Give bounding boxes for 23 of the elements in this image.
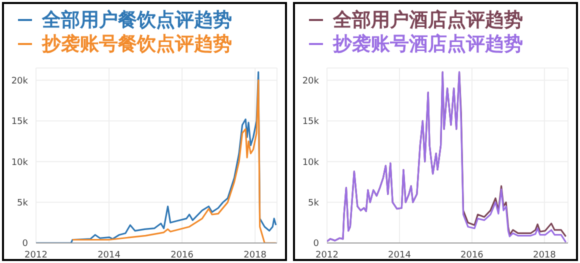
- x-tick-label: 2014: [388, 250, 412, 260]
- x-tick-label: 2018: [532, 250, 556, 260]
- x-tick-label: 2018: [244, 250, 267, 260]
- y-tick-label: 5k: [308, 198, 320, 208]
- y-tick-label: 20k: [11, 76, 29, 86]
- legend-label: 全部用户餐饮点评趋势: [42, 8, 232, 33]
- y-tick-label: 20k: [302, 76, 320, 86]
- y-tick-label: 0: [313, 239, 320, 250]
- y-tick-label: 15k: [11, 117, 29, 128]
- y-tick-label: 15k: [302, 117, 320, 128]
- y-tick-label: 5k: [17, 198, 29, 208]
- x-tick-label: 2012: [24, 250, 48, 260]
- x-tick-label: 2016: [460, 250, 484, 260]
- x-tick-label: 2014: [98, 250, 121, 260]
- x-tick-label: 2016: [170, 250, 194, 260]
- y-tick-label: 10k: [302, 158, 320, 168]
- y-tick-label: 10k: [11, 158, 29, 168]
- x-tick-label: 2012: [316, 250, 338, 260]
- y-tick-label: 0: [22, 239, 28, 250]
- legend-label: 抄袭账号酒店点评趋势: [333, 32, 523, 57]
- line-series: [72, 79, 277, 243]
- legend-label: 抄袭账号餐饮点评趋势: [42, 32, 232, 57]
- legend-label: 全部用户酒店点评趋势: [333, 8, 523, 33]
